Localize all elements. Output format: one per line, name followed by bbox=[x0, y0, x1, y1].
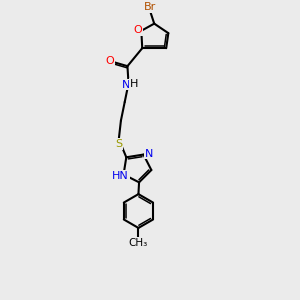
Text: O: O bbox=[133, 25, 142, 35]
Text: S: S bbox=[115, 139, 122, 149]
Text: N: N bbox=[122, 80, 130, 89]
Text: H: H bbox=[130, 79, 139, 89]
Text: Br: Br bbox=[144, 2, 157, 12]
Text: HN: HN bbox=[112, 170, 129, 181]
Text: N: N bbox=[145, 148, 154, 158]
Text: O: O bbox=[105, 56, 114, 66]
Text: CH₃: CH₃ bbox=[129, 238, 148, 248]
